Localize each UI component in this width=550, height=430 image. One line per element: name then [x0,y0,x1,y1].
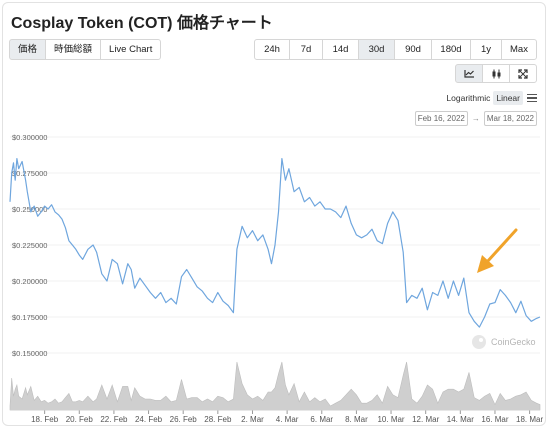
date-from-input[interactable]: Feb 16, 2022 [414,111,468,126]
x-tick-label: 16. Mar [481,415,508,424]
chart-type-selector [455,64,537,83]
range-max-button[interactable]: Max [501,39,537,60]
x-tick-label: 22. Feb [100,415,128,424]
price-chart-card: Cosplay Token (COT) 価格チャート 価格 時価総額 Live … [2,2,546,426]
x-tick-label: 12. Mar [412,415,439,424]
candlestick-button[interactable] [482,64,510,83]
annotation-arrow-shaft [485,228,518,264]
tab-market-cap[interactable]: 時価総額 [45,39,102,60]
watermark-text: CoinGecko [491,337,536,347]
chart-menu-icon[interactable] [527,93,537,103]
annotation-arrow-head [477,255,494,273]
y-tick-label: $0.200000 [12,277,47,286]
x-tick-label: 18. Feb [31,415,59,424]
coingecko-logo-icon [472,335,486,349]
fullscreen-icon [518,68,528,79]
time-range-selector: 24h 7d 14d 30d 90d 180d 1y Max [254,39,537,60]
x-tick-label: 14. Mar [447,415,474,424]
y-tick-label: $0.225000 [12,241,47,250]
volume-area-path [9,361,541,411]
x-tick-label: 20. Feb [66,415,94,424]
volume-area [9,361,541,411]
watermark: CoinGecko [472,335,536,349]
price-series [9,158,541,328]
x-tick-label: 10. Mar [377,415,404,424]
x-tick-label: 4. Mar [276,415,299,424]
y-tick-label: $0.275000 [12,169,47,178]
y-tick-label: $0.300000 [12,133,47,142]
scale-selector: Logarithmic Linear [443,91,537,105]
line-chart-icon [463,70,474,78]
annotation-arrow [477,228,518,273]
y-tick-label: $0.150000 [12,349,47,358]
x-tick-label: 24. Feb [135,415,163,424]
chart-title: Cosplay Token (COT) 価格チャート [11,15,273,32]
x-tick-label: 2. Mar [241,415,264,424]
y-tick-label: $0.250000 [12,205,47,214]
candlestick-icon [492,69,500,78]
x-tick-label: 28. Feb [204,415,232,424]
coingecko-logo-eye [479,338,483,342]
price-line [9,158,541,328]
grid-lines [10,136,540,354]
fullscreen-button[interactable] [509,64,537,83]
y-tick-label: $0.175000 [12,313,47,322]
logarithmic-option[interactable]: Logarithmic [446,93,491,103]
x-axis-labels: 18. Feb 20. Feb 22. Feb 24. Feb 26. Feb 28. F… [10,409,544,424]
x-tick-label: 18. Mar [516,415,543,424]
y-axis-labels: $0.150000 $0.175000 $0.200000 $0.225000 $0.2… [12,133,47,358]
tab-price[interactable]: 価格 [9,39,47,60]
date-to-input[interactable]: Mar 18, 2022 [483,111,537,126]
x-tick-label: 8. Mar [345,415,368,424]
x-tick-label: 26. Feb [170,415,198,424]
metric-tabs: 価格 時価総額 Live Chart [9,39,162,60]
date-separator: → [471,114,480,123]
tab-live-chart[interactable]: Live Chart [100,39,162,60]
x-tick-label: 6. Mar [310,415,333,424]
linear-option[interactable]: Linear [493,91,523,105]
date-range-inputs: Feb 16, 2022 → Mar 18, 2022 [414,111,537,126]
